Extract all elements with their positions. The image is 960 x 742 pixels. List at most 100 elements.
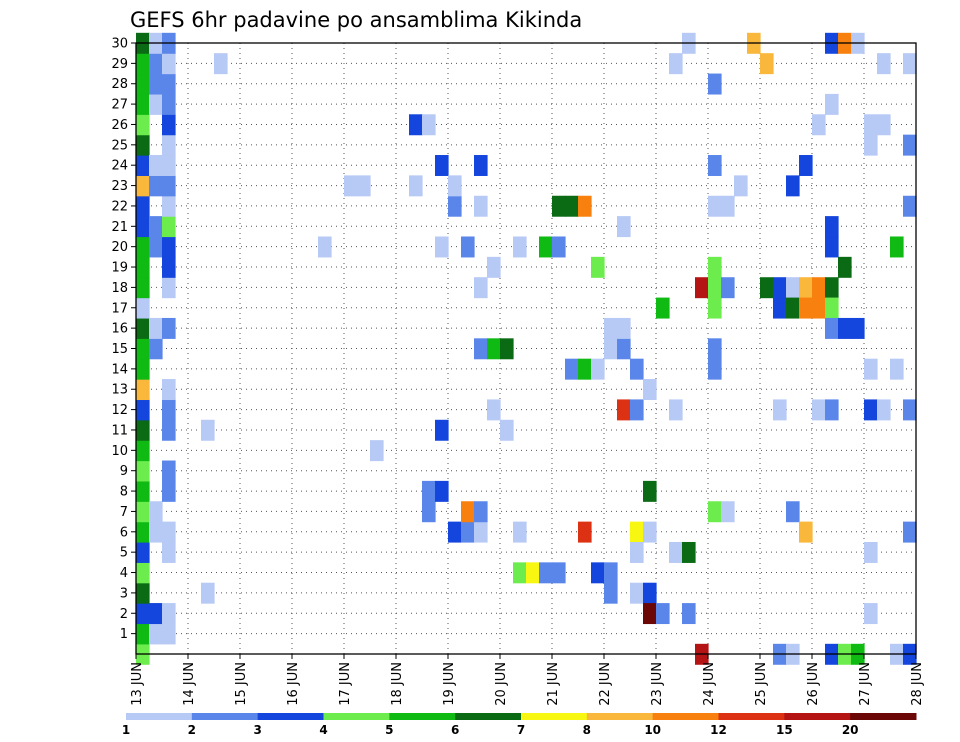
heatmap-cell <box>825 216 839 238</box>
heatmap-cell <box>318 236 332 258</box>
heatmap-cell <box>708 155 722 176</box>
heatmap-cell <box>539 236 553 258</box>
heatmap-cell <box>565 358 579 380</box>
heatmap-cell <box>890 358 904 380</box>
x-tick-label: 19 JUN <box>442 662 457 706</box>
colorbar-swatch <box>389 713 456 720</box>
heatmap-cell <box>162 114 176 136</box>
heatmap-cell <box>825 297 839 319</box>
heatmap-cell <box>643 379 657 401</box>
heatmap-cell <box>149 93 163 115</box>
heatmap-cell <box>773 399 787 421</box>
y-tick-label: 24 <box>111 159 128 174</box>
heatmap-cell <box>617 317 631 339</box>
x-tick-label: 15 JUN <box>234 662 249 706</box>
colorbar-label: 15 <box>776 723 793 737</box>
heatmap-cell <box>708 501 722 523</box>
heatmap-cell <box>682 603 696 625</box>
heatmap-cell <box>760 277 774 299</box>
x-tick-label: 24 JUN <box>702 662 717 706</box>
heatmap-cell <box>136 460 150 482</box>
heatmap-cell <box>136 236 150 258</box>
x-tick-label: 27 JUN <box>858 662 873 706</box>
heatmap-cell <box>864 114 878 136</box>
heatmap-cell <box>136 440 150 462</box>
x-tick-label: 17 JUN <box>338 662 353 706</box>
heatmap-cell <box>552 195 566 217</box>
heatmap-cell <box>136 53 150 75</box>
heatmap-cell <box>812 297 826 319</box>
heatmap-cell <box>708 338 722 360</box>
colorbar-label: 12 <box>710 723 727 737</box>
heatmap-cell <box>552 236 566 258</box>
y-tick-label: 22 <box>111 199 128 214</box>
heatmap-cell <box>500 419 514 441</box>
colorbar-label: 8 <box>583 723 591 737</box>
heatmap-cell <box>422 501 436 523</box>
heatmap-cell <box>162 480 176 502</box>
y-axis-ticks: 1234567891011121314151617181920212223242… <box>111 37 136 642</box>
heatmap-cell <box>136 358 150 380</box>
heatmap-cell <box>461 521 475 543</box>
heatmap-cell <box>162 541 176 563</box>
heatmap-cell <box>136 175 150 197</box>
heatmap-cell <box>435 480 449 502</box>
heatmap-cell <box>474 277 488 299</box>
heatmap-cell <box>669 541 683 563</box>
heatmap-cell <box>448 521 462 543</box>
heatmap-cell <box>136 114 150 136</box>
y-tick-label: 15 <box>111 342 128 357</box>
heatmap-cell <box>136 501 150 523</box>
colorbar-label: 1 <box>122 723 130 737</box>
heatmap-cell <box>786 277 800 299</box>
heatmap-cell <box>162 419 176 441</box>
heatmap-cell <box>214 53 228 75</box>
heatmap-cell <box>409 114 423 136</box>
heatmap-cell <box>162 53 176 75</box>
heatmap-cell <box>149 53 163 75</box>
y-tick-label: 9 <box>120 464 128 479</box>
y-tick-label: 20 <box>111 240 128 255</box>
heatmap-cell <box>136 297 150 319</box>
y-tick-label: 3 <box>120 586 128 601</box>
heatmap-cell <box>136 521 150 543</box>
colorbar-swatch <box>784 713 851 720</box>
y-tick-label: 10 <box>111 444 128 459</box>
y-tick-label: 6 <box>120 525 128 540</box>
heatmap-cell <box>409 175 423 197</box>
y-tick-label: 16 <box>111 322 128 337</box>
y-tick-label: 19 <box>111 261 128 276</box>
heatmap-cell <box>708 297 722 319</box>
heatmap-cell <box>773 297 787 319</box>
heatmap-cell <box>136 216 150 238</box>
heatmap-cell <box>604 317 618 339</box>
y-tick-label: 28 <box>111 77 128 92</box>
heatmap-cell <box>903 53 917 75</box>
heatmap-cell <box>864 399 878 421</box>
heatmap-cell <box>136 195 150 217</box>
y-tick-label: 26 <box>111 118 128 133</box>
heatmap-cell <box>370 440 384 462</box>
heatmap-cell <box>136 134 150 156</box>
heatmap-cell <box>162 236 176 258</box>
heatmap-cell <box>604 582 618 604</box>
heatmap-cell <box>799 277 813 299</box>
heatmap-cell <box>825 399 839 421</box>
x-tick-label: 23 JUN <box>650 662 665 706</box>
x-tick-label: 21 JUN <box>546 662 561 706</box>
colorbar-swatch <box>257 713 324 720</box>
heatmap-cell <box>760 53 774 75</box>
colorbar-swatch <box>191 713 259 720</box>
heatmap-cell <box>877 53 891 75</box>
heatmap-cell <box>708 73 722 95</box>
heatmap-cell <box>461 501 475 523</box>
heatmap-cell <box>630 358 644 380</box>
heatmap-cell <box>864 541 878 563</box>
heatmap-cell <box>617 216 631 238</box>
heatmap-cell <box>136 623 150 645</box>
heatmap-cell <box>136 317 150 339</box>
heatmap-cell <box>630 582 644 604</box>
colorbar-swatch <box>455 713 522 720</box>
heatmap-cell <box>136 582 150 604</box>
